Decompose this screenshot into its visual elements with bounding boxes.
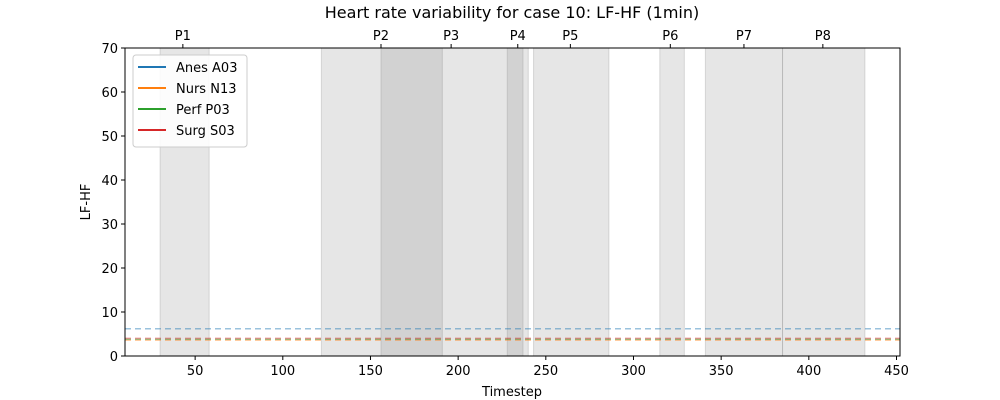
x-tick-label: 200 bbox=[446, 364, 471, 379]
y-axis-label: LF-HF bbox=[79, 184, 94, 221]
x-tick-label: 400 bbox=[796, 364, 821, 379]
plot-frame bbox=[124, 47, 901, 357]
phase-band-p6 bbox=[659, 47, 685, 357]
legend: Anes A03 Nurs N13 Perf P03 Surg S03 bbox=[132, 54, 248, 148]
x-tick-label: 150 bbox=[358, 364, 383, 379]
legend-entry: Surg S03 bbox=[176, 124, 235, 139]
baseline-lines bbox=[125, 327, 900, 341]
y-tick-label: 40 bbox=[101, 174, 118, 189]
y-tick-label: 60 bbox=[101, 86, 118, 101]
y-tick-label: 0 bbox=[110, 350, 118, 365]
y-tick-label: 10 bbox=[101, 306, 118, 321]
phase-band-p7 bbox=[704, 47, 784, 357]
phase-tick-label: P5 bbox=[562, 29, 578, 44]
legend-entry: Perf P03 bbox=[176, 103, 230, 118]
x-axis-ticks: 50 100 150 200 250 300 350 400 450 bbox=[187, 356, 909, 379]
phase-tick-label: P3 bbox=[443, 29, 459, 44]
x-tick-label: 350 bbox=[709, 364, 734, 379]
phase-tick-label: P7 bbox=[736, 29, 752, 44]
phase-tick-label: P2 bbox=[373, 29, 389, 44]
chart-title: Heart rate variability for case 10: LF-H… bbox=[325, 3, 699, 22]
y-tick-label: 70 bbox=[101, 42, 118, 57]
x-axis-label: Timestep bbox=[481, 385, 542, 400]
phase-axis-ticks: P1 P2 P3 P4 P5 P6 P7 P8 bbox=[175, 29, 831, 48]
phase-tick-label: P1 bbox=[175, 29, 191, 44]
x-tick-label: 100 bbox=[270, 364, 295, 379]
phase-band-p4 bbox=[506, 47, 529, 357]
phase-band-p3 bbox=[380, 47, 524, 357]
x-tick-label: 300 bbox=[621, 364, 646, 379]
x-tick-label: 50 bbox=[187, 364, 204, 379]
x-tick-label: 250 bbox=[533, 364, 558, 379]
legend-entry: Anes A03 bbox=[176, 61, 237, 76]
y-axis-ticks: 0 10 20 30 40 50 60 70 bbox=[101, 42, 125, 365]
phase-band-p5 bbox=[533, 47, 610, 357]
legend-box bbox=[132, 54, 248, 148]
phase-tick-label: P6 bbox=[662, 29, 678, 44]
y-tick-label: 50 bbox=[101, 130, 118, 145]
y-tick-label: 30 bbox=[101, 218, 118, 233]
phase-tick-label: P4 bbox=[510, 29, 526, 44]
y-tick-label: 20 bbox=[101, 262, 118, 277]
phase-tick-label: P8 bbox=[815, 29, 831, 44]
x-tick-label: 450 bbox=[884, 364, 909, 379]
phase-band-p8 bbox=[782, 47, 866, 357]
legend-entry: Nurs N13 bbox=[176, 82, 236, 97]
